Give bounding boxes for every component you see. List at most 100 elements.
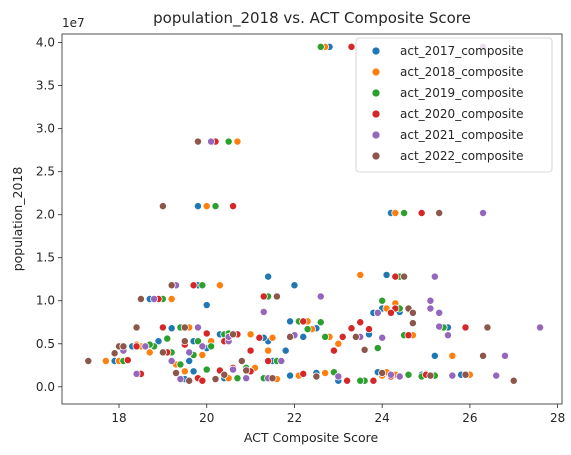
data-point — [329, 346, 338, 355]
data-point — [286, 317, 295, 326]
data-point — [404, 331, 413, 340]
data-point — [369, 376, 378, 385]
data-point — [417, 209, 426, 217]
data-point — [386, 308, 395, 317]
data-point — [299, 369, 308, 378]
data-point — [229, 365, 238, 374]
data-point — [180, 323, 189, 332]
data-point — [101, 357, 110, 365]
data-point — [264, 357, 273, 365]
data-point — [110, 349, 119, 358]
data-point — [316, 292, 325, 301]
data-point — [286, 371, 295, 380]
data-point — [334, 372, 343, 381]
data-point — [158, 323, 167, 332]
data-point — [167, 281, 176, 290]
data-point — [268, 333, 277, 342]
data-point — [334, 339, 343, 348]
y-tick-label: 3.5 — [36, 79, 55, 93]
data-point — [268, 374, 277, 383]
data-point — [185, 376, 194, 385]
data-point — [237, 357, 246, 365]
data-point — [193, 337, 202, 346]
data-point — [202, 301, 211, 310]
data-point — [356, 270, 365, 279]
data-point — [172, 369, 181, 377]
data-point — [382, 270, 391, 279]
plot-frame — [61, 33, 563, 405]
data-point — [299, 332, 308, 341]
y-tick-label: 3.0 — [36, 122, 55, 136]
data-point — [207, 342, 216, 351]
legend: act_2017_composite act_2018_composite act_… — [355, 37, 553, 173]
data-point — [373, 308, 382, 317]
series-act_2022_composite — [84, 137, 518, 385]
data-point — [141, 342, 150, 351]
x-tick-label: 18 — [111, 411, 126, 425]
data-point — [343, 376, 352, 385]
data-point — [435, 209, 444, 217]
data-point — [264, 272, 273, 281]
data-point — [202, 202, 211, 211]
data-point — [136, 295, 145, 303]
y-tick-label: 4.0 — [36, 36, 55, 50]
data-point — [202, 365, 211, 374]
data-point — [404, 370, 413, 379]
series-act_2021_composite — [119, 42, 545, 384]
y-tick-label: 0.0 — [36, 380, 55, 394]
data-point — [215, 281, 224, 290]
legend-label: act_2018_composite — [400, 65, 523, 79]
data-point — [426, 371, 435, 380]
data-point — [435, 322, 444, 331]
data-point — [150, 295, 159, 303]
data-point — [211, 375, 220, 384]
data-point — [198, 281, 207, 290]
data-point — [461, 370, 470, 379]
data-point — [356, 318, 365, 327]
data-point — [391, 209, 400, 217]
data-point — [395, 372, 404, 381]
data-point — [286, 332, 295, 341]
data-point — [426, 296, 435, 305]
data-point — [290, 281, 299, 290]
data-point — [132, 323, 141, 332]
data-point — [378, 296, 387, 305]
data-point — [202, 329, 211, 338]
data-point — [312, 372, 321, 381]
legend-frame — [355, 37, 553, 173]
x-tick-label: 28 — [550, 411, 565, 425]
data-point — [163, 334, 172, 343]
data-point — [303, 325, 312, 334]
data-point — [154, 337, 163, 346]
data-point — [264, 346, 273, 355]
data-point — [347, 42, 356, 51]
data-point — [189, 367, 198, 376]
data-point — [338, 332, 347, 341]
data-point — [211, 202, 220, 211]
data-point — [193, 202, 202, 211]
legend-marker — [371, 130, 381, 140]
data-point — [193, 323, 202, 332]
data-point — [189, 281, 198, 290]
data-point — [255, 333, 264, 342]
data-point — [461, 323, 470, 332]
data-point — [198, 342, 207, 351]
data-point — [198, 376, 207, 385]
y-axis: 0.0 0.5 1.0 1.5 2.0 2.5 3.0 3.5 4.0 — [36, 36, 62, 394]
data-point — [373, 344, 382, 353]
x-axis-label: ACT Composite Score — [244, 430, 379, 445]
data-point — [176, 360, 185, 369]
data-point — [167, 357, 176, 365]
data-point — [501, 351, 509, 360]
data-point — [351, 332, 360, 341]
data-point — [509, 376, 518, 385]
data-point — [145, 348, 154, 357]
data-point — [246, 346, 255, 355]
x-axis: 18 20 22 24 26 28 — [111, 404, 565, 425]
legend-label: act_2019_composite — [400, 86, 523, 100]
plot-area — [84, 42, 545, 385]
legend-marker — [371, 67, 381, 77]
data-point — [347, 324, 356, 333]
data-point — [132, 369, 141, 378]
legend-label: act_2022_composite — [400, 149, 523, 163]
